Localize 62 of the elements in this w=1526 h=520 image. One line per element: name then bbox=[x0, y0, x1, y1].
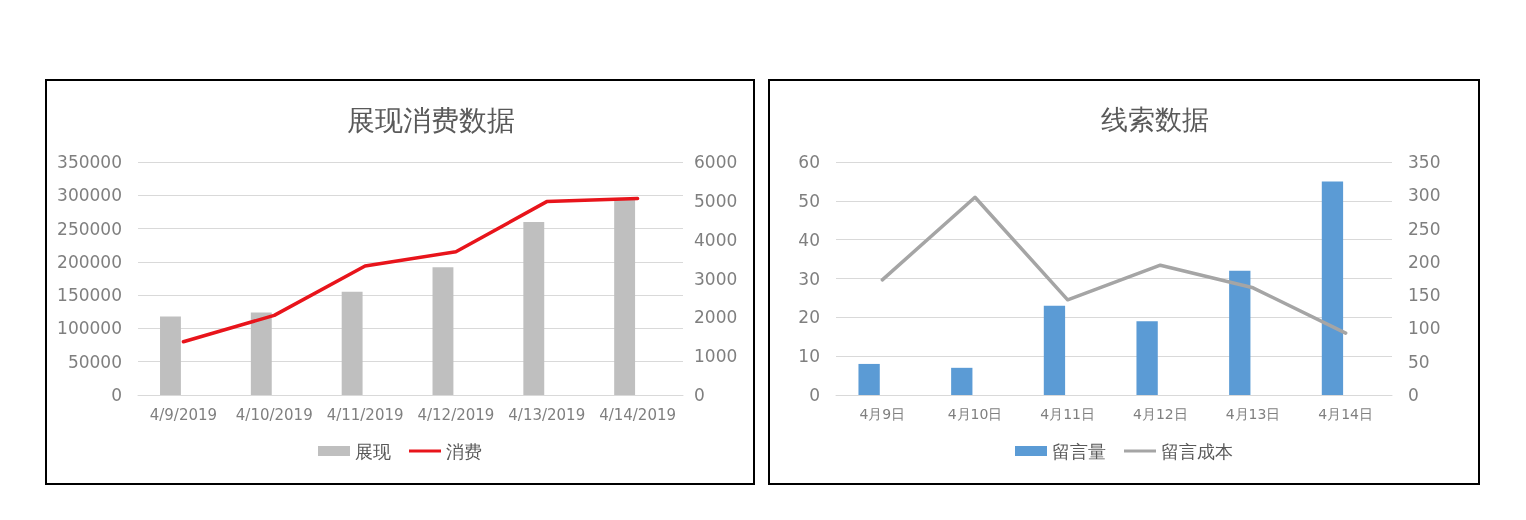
y-tick-label: 50 bbox=[798, 190, 820, 211]
bar bbox=[432, 267, 454, 395]
x-tick-label: 4/13/2019 bbox=[508, 405, 586, 424]
chart-title: 展现消费数据 bbox=[347, 103, 515, 137]
y-tick-label: 20 bbox=[798, 307, 820, 328]
x-tick-label: 4月11日 bbox=[1040, 406, 1096, 422]
y-tick-label: 100000 bbox=[57, 318, 122, 339]
bar bbox=[951, 367, 973, 395]
bar bbox=[523, 221, 545, 395]
y2-tick-label: 300 bbox=[1408, 185, 1441, 206]
line-series bbox=[181, 196, 640, 344]
y2-tick-label: 200 bbox=[1408, 251, 1441, 272]
y2-tick-label: 150 bbox=[1408, 285, 1441, 306]
y2-tick-label: 3000 bbox=[694, 268, 738, 289]
y-tick-label: 30 bbox=[798, 268, 820, 289]
y-tick-label: 0 bbox=[809, 385, 820, 405]
legend-label: 消费 bbox=[446, 440, 482, 462]
x-tick-label: 4月13日 bbox=[1225, 406, 1281, 422]
y2-tick-label: 350 bbox=[1408, 152, 1441, 172]
x-tick-label: 4/14/2019 bbox=[599, 405, 677, 424]
y-tick-label: 40 bbox=[798, 229, 820, 250]
bar bbox=[250, 312, 272, 395]
y2-tick-label: 250 bbox=[1408, 218, 1441, 239]
bar bbox=[614, 199, 636, 395]
x-tick-label: 4/9/2019 bbox=[149, 405, 218, 424]
bar bbox=[858, 363, 880, 395]
y-tick-label: 250000 bbox=[57, 218, 122, 239]
y-tick-label: 10 bbox=[798, 346, 820, 367]
bar bbox=[1136, 321, 1158, 395]
y-tick-label: 200000 bbox=[57, 251, 122, 272]
y2-tick-label: 50 bbox=[1408, 351, 1430, 372]
x-tick-label: 4/11/2019 bbox=[326, 405, 404, 424]
y2-tick-label: 4000 bbox=[694, 229, 738, 250]
y2-tick-label: 0 bbox=[1408, 385, 1419, 405]
x-tick-label: 4月9日 bbox=[859, 406, 906, 422]
x-tick-label: 4月12日 bbox=[1132, 406, 1188, 422]
y2-tick-label: 0 bbox=[694, 385, 705, 405]
y-tick-label: 150000 bbox=[57, 285, 122, 306]
chart-title: 线索数据 bbox=[1101, 104, 1209, 135]
x-tick-label: 4月10日 bbox=[947, 406, 1003, 422]
line-series bbox=[880, 195, 1348, 335]
y2-tick-label: 2000 bbox=[694, 307, 738, 328]
y2-tick-label: 5000 bbox=[694, 190, 738, 211]
y-tick-label: 350000 bbox=[57, 152, 122, 172]
y-tick-label: 0 bbox=[111, 385, 122, 405]
x-tick-label: 4月14日 bbox=[1318, 406, 1374, 422]
legend-label: 留言量 bbox=[1052, 440, 1106, 462]
y-tick-label: 300000 bbox=[57, 185, 122, 206]
bar bbox=[1321, 181, 1344, 395]
bar bbox=[341, 291, 363, 395]
bar bbox=[1043, 305, 1066, 395]
x-tick-label: 4/12/2019 bbox=[417, 405, 495, 424]
legend-label: 留言成本 bbox=[1161, 440, 1233, 462]
y-tick-label: 60 bbox=[798, 152, 820, 172]
y-tick-label: 50000 bbox=[67, 351, 122, 372]
y2-tick-label: 6000 bbox=[694, 152, 738, 172]
y2-tick-label: 100 bbox=[1408, 318, 1441, 339]
x-tick-label: 4/10/2019 bbox=[235, 405, 313, 424]
legend-label: 展现 bbox=[355, 440, 391, 462]
bar bbox=[1229, 270, 1251, 395]
bar bbox=[160, 316, 181, 395]
y2-tick-label: 1000 bbox=[694, 346, 738, 367]
